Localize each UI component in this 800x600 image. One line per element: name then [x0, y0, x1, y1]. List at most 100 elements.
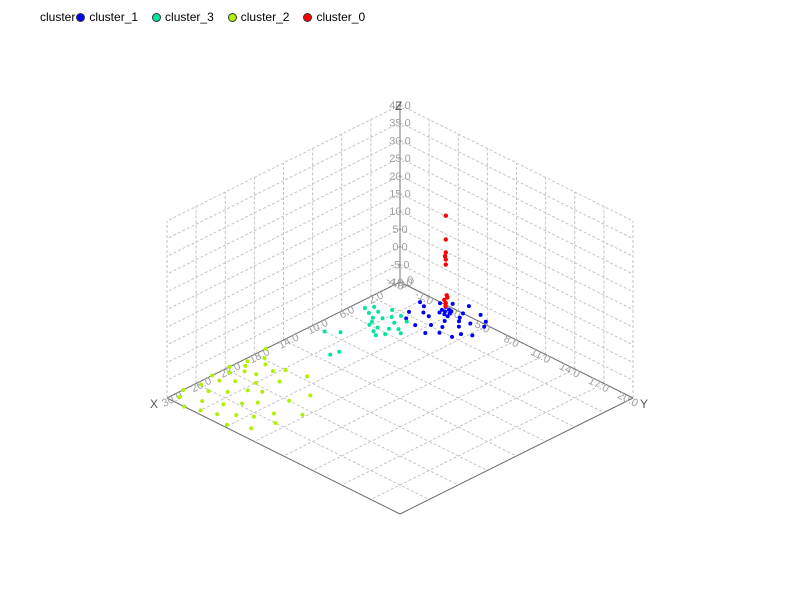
point-cluster-3: [371, 329, 376, 334]
wall-grid-line: [166, 157, 401, 275]
wall-grid-line: [166, 175, 401, 293]
wall-grid-line: [166, 210, 401, 328]
wall-grid-line: [399, 122, 634, 240]
point-cluster-2: [277, 379, 282, 384]
point-cluster-1: [478, 312, 483, 317]
floor-grid-line: [312, 354, 546, 471]
y-tick-label: 8.0: [502, 333, 521, 351]
point-cluster-1: [440, 325, 445, 329]
x-tick-label: 18.0: [247, 346, 272, 366]
point-cluster-2: [262, 356, 267, 361]
z-tick-label: 5.0: [392, 224, 407, 236]
point-cluster-2: [242, 369, 247, 374]
point-cluster-2: [225, 389, 230, 394]
point-cluster-1: [450, 334, 454, 339]
point-cluster-1: [445, 314, 450, 319]
point-cluster-2: [245, 359, 250, 364]
point-cluster-2: [287, 398, 292, 403]
point-cluster-1: [457, 319, 461, 324]
wall-grid-line: [399, 210, 634, 328]
point-cluster-1: [457, 315, 462, 320]
point-cluster-1: [468, 321, 473, 326]
grid-lines: [166, 104, 634, 515]
point-cluster-2: [308, 393, 313, 398]
point-cluster-1: [426, 314, 431, 319]
point-cluster-2: [264, 346, 268, 351]
legend-item-cluster-1[interactable]: cluster_1: [76, 10, 138, 24]
legend-item-cluster-0[interactable]: cluster_0: [303, 10, 365, 24]
wall-grid-line: [399, 263, 634, 381]
point-cluster-3: [328, 352, 333, 357]
legend-label: cluster_1: [89, 10, 139, 24]
point-cluster-2: [215, 412, 220, 417]
point-cluster-2: [217, 378, 222, 383]
point-cluster-1: [418, 300, 422, 305]
data-points: [177, 213, 488, 431]
point-cluster-2: [254, 380, 258, 385]
x-tick-label: 6.0: [338, 304, 357, 322]
floor-grid-line: [341, 368, 575, 486]
x-tick-label: 14.0: [277, 331, 302, 351]
point-cluster-2: [234, 413, 239, 418]
x-tick-label: 30.0: [160, 389, 185, 409]
legend-item-cluster-3[interactable]: cluster_3: [152, 10, 214, 24]
point-cluster-1: [470, 333, 475, 338]
point-cluster-3: [390, 308, 395, 312]
x-axis-line: [166, 281, 401, 399]
point-cluster-2: [260, 389, 265, 394]
point-cluster-3: [362, 306, 367, 310]
point-cluster-2: [224, 422, 229, 427]
point-cluster-2: [271, 411, 276, 416]
point-cluster-2: [249, 426, 254, 431]
point-cluster-2: [181, 388, 185, 392]
floor-grid-line: [370, 383, 605, 500]
wall-grid-line: [399, 139, 634, 257]
point-cluster-1: [449, 309, 454, 314]
point-cluster-1: [442, 319, 447, 323]
z-tick-label: 30.0: [389, 135, 410, 147]
wall-grid-line: [399, 175, 634, 293]
point-cluster-0: [443, 213, 448, 218]
point-cluster-3: [396, 327, 401, 332]
floor-edge-line: [399, 397, 634, 515]
point-cluster-3: [398, 331, 403, 336]
legend-item-cluster-2[interactable]: cluster_2: [227, 10, 290, 24]
point-cluster-0: [444, 293, 449, 298]
wall-grid-line: [166, 228, 401, 346]
y-axis-label: Y: [640, 397, 648, 411]
point-cluster-3: [337, 349, 342, 354]
point-cluster-1: [450, 301, 455, 306]
point-cluster-3: [373, 333, 378, 338]
point-cluster-0: [442, 254, 448, 259]
point-cluster-1: [437, 330, 442, 335]
point-cluster-3: [380, 316, 385, 321]
point-cluster-2: [240, 401, 245, 406]
y-tick-label: 20.0: [615, 389, 640, 409]
point-cluster-1: [437, 310, 442, 315]
point-cluster-2: [273, 421, 278, 425]
point-cluster-3: [366, 310, 371, 315]
point-cluster-2: [305, 374, 310, 379]
point-cluster-1: [483, 319, 488, 324]
wall-grid-line: [399, 246, 634, 364]
z-axis-label: Z: [395, 99, 402, 113]
legend-label: cluster_2: [240, 10, 290, 24]
point-cluster-1: [404, 316, 409, 321]
point-cluster-2: [271, 369, 275, 373]
point-cluster-3: [383, 332, 388, 337]
z-tick-label: 15.0: [389, 189, 410, 201]
point-cluster-1: [421, 310, 426, 315]
wall-grid-line: [166, 193, 401, 310]
point-cluster-3: [387, 326, 391, 331]
point-cluster-2: [254, 372, 259, 377]
point-cluster-1: [482, 324, 487, 329]
legend-swatch-circle-icon: [227, 12, 237, 22]
point-cluster-3: [376, 309, 381, 314]
wall-grid-line: [166, 139, 401, 257]
y-tick-label: 14.0: [557, 360, 582, 380]
point-cluster-0: [443, 303, 448, 309]
point-cluster-2: [263, 362, 268, 367]
legend-title: cluster: [40, 10, 76, 24]
point-cluster-2: [210, 373, 215, 378]
